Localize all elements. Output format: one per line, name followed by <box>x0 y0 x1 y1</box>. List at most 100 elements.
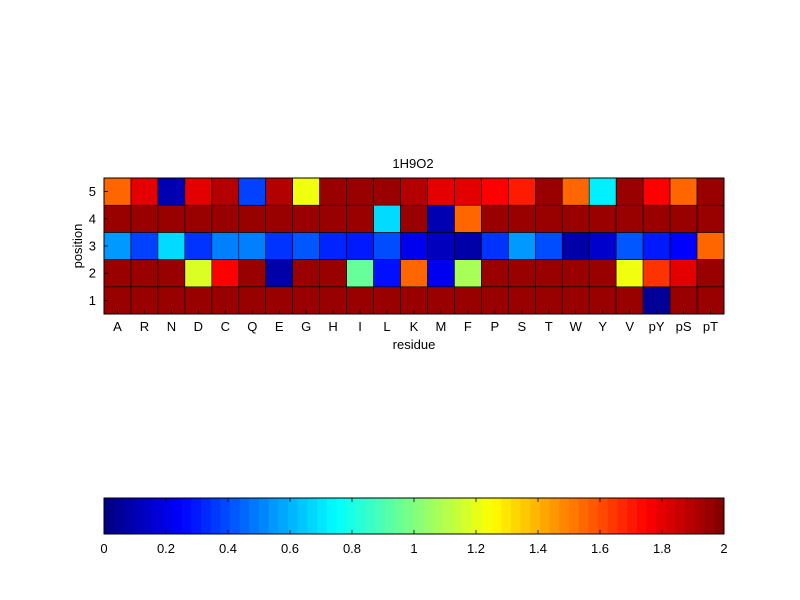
x-tick-label: pS <box>676 319 692 334</box>
y-axis-label: position <box>70 224 85 269</box>
x-tick-label: R <box>140 319 149 334</box>
colorbar-segment <box>510 498 522 534</box>
heatmap-cell <box>535 177 563 206</box>
heatmap-cell <box>238 177 267 206</box>
heatmap-cell <box>561 177 590 206</box>
x-tick-label: S <box>517 319 526 334</box>
heatmap-cell <box>642 204 671 233</box>
x-tick-label: H <box>328 319 337 334</box>
heatmap-cell <box>157 204 186 233</box>
heatmap-cell <box>508 232 536 260</box>
heatmap-cell <box>427 286 455 315</box>
heatmap-cell <box>427 177 455 206</box>
colorbar-segment <box>259 498 270 534</box>
colorbar-segment <box>423 498 434 534</box>
colorbar-segment <box>501 498 512 534</box>
heatmap-cell <box>454 232 482 260</box>
y-tick-label: 1 <box>89 293 96 308</box>
heatmap-cell <box>346 232 374 260</box>
colorbar-tick-label: 1.6 <box>591 541 609 556</box>
heatmap-cell <box>373 204 401 233</box>
colorbar-segment <box>307 498 318 534</box>
heatmap-cell <box>346 259 374 288</box>
heatmap-cell <box>265 286 293 315</box>
heatmap-cell <box>481 204 509 233</box>
heatmap-cell <box>103 286 132 315</box>
heatmap-cell <box>588 204 617 233</box>
colorbar-segment <box>578 498 589 534</box>
colorbar-segment <box>268 498 279 534</box>
heatmap-cell <box>265 232 293 260</box>
heatmap-cell <box>373 177 401 206</box>
colorbar-tick-label: 0 <box>100 541 107 556</box>
heatmap-cell <box>157 259 186 288</box>
heatmap-cell <box>238 259 267 288</box>
heatmap-cell <box>265 204 293 233</box>
heatmap-cell <box>373 286 401 315</box>
colorbar-segment <box>617 498 628 534</box>
y-tick-label: 2 <box>89 266 96 281</box>
heatmap-cell <box>130 177 159 206</box>
colorbar-segment <box>588 498 599 534</box>
colorbar-segment <box>133 498 144 534</box>
heatmap-cell <box>319 259 347 288</box>
heatmap-cell <box>157 286 186 315</box>
colorbar-segment <box>433 498 444 534</box>
heatmap-cell <box>588 232 617 260</box>
heatmap-cell <box>454 177 482 206</box>
heatmap-cell <box>292 286 320 315</box>
colorbar-segment <box>598 498 609 534</box>
heatmap-cell <box>319 286 347 315</box>
heatmap-cell <box>669 177 698 206</box>
heatmap-cell <box>427 259 455 288</box>
heatmap-cell <box>615 286 644 315</box>
heatmap-cell <box>615 232 644 260</box>
heatmap-cell <box>696 286 725 315</box>
heatmap-cell <box>373 232 401 260</box>
x-tick-label: Y <box>598 319 607 334</box>
heatmap-cell <box>292 259 320 288</box>
heatmap-cell <box>238 232 267 260</box>
colorbar-segment <box>365 498 376 534</box>
colorbar-tick-label: 0.6 <box>281 541 299 556</box>
heatmap-cell <box>481 177 509 206</box>
heatmap-cell <box>561 204 590 233</box>
heatmap-cell <box>696 204 725 233</box>
heatmap-cell <box>346 286 374 315</box>
x-tick-label: F <box>464 319 472 334</box>
colorbar-segment <box>549 498 560 534</box>
heatmap-cell <box>265 177 293 206</box>
heatmap-cell <box>535 232 563 260</box>
heatmap-cell <box>238 286 267 315</box>
colorbar <box>104 498 725 534</box>
heatmap-cell <box>346 177 374 206</box>
heatmap-cell <box>481 232 509 260</box>
x-tick-label: I <box>358 319 362 334</box>
colorbar-segment <box>694 498 706 534</box>
colorbar-segment <box>336 498 347 534</box>
colorbar-tick-label: 1.8 <box>653 541 671 556</box>
heatmap-cells <box>103 177 725 315</box>
heatmap-cell <box>642 259 671 288</box>
heatmap-cell <box>696 232 725 260</box>
heatmap-cell <box>481 259 509 288</box>
colorbar-segment <box>384 498 396 534</box>
heatmap-cell <box>535 204 563 233</box>
x-tick-label: C <box>221 319 230 334</box>
colorbar-segment <box>491 498 502 534</box>
colorbar-segment <box>675 498 686 534</box>
colorbar-tick-label: 2 <box>720 541 727 556</box>
colorbar-segment <box>181 498 192 534</box>
colorbar-segment <box>162 498 173 534</box>
colorbar-segment <box>249 498 260 534</box>
heatmap-cell <box>184 204 213 233</box>
heatmap-cell <box>615 177 644 206</box>
heatmap-cell <box>642 177 671 206</box>
x-tick-label: Q <box>247 319 257 334</box>
heatmap-cell <box>157 232 186 260</box>
heatmap-cell <box>184 259 213 288</box>
colorbar-segment <box>113 498 124 534</box>
colorbar-segment <box>656 498 667 534</box>
colorbar-segment <box>636 498 647 534</box>
x-tick-label: A <box>113 319 122 334</box>
